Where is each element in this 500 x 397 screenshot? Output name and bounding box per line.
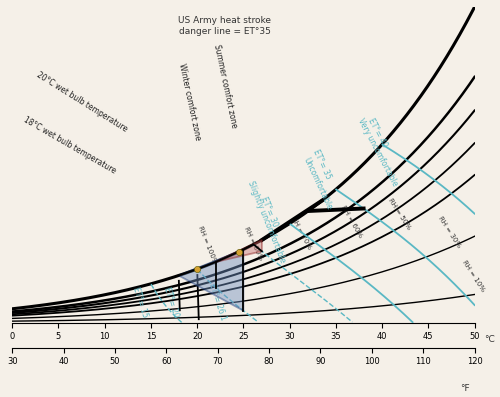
Text: Very uncomfortable: Very uncomfortable <box>356 117 399 187</box>
Text: ET°= 20: ET°= 20 <box>162 285 180 318</box>
Text: 18°C wet bulb temperature: 18°C wet bulb temperature <box>22 116 117 176</box>
Text: RH = 50%: RH = 50% <box>386 197 411 231</box>
Text: Summer comfort zone: Summer comfort zone <box>212 43 238 128</box>
Text: °C: °C <box>484 335 494 344</box>
Text: 20°C wet bulb temperature: 20°C wet bulb temperature <box>36 70 130 133</box>
Text: Uncomfortable: Uncomfortable <box>302 156 334 211</box>
Text: RH = 80%: RH = 80% <box>244 225 264 261</box>
Text: RH = 30%: RH = 30% <box>438 215 462 249</box>
Text: Winter comfort zone: Winter comfort zone <box>177 62 203 141</box>
Text: ET°= 15: ET°= 15 <box>130 285 149 318</box>
Text: US Army heat stroke
danger line = ET°35: US Army heat stroke danger line = ET°35 <box>178 16 272 36</box>
Text: °F: °F <box>460 384 469 393</box>
Text: RH = 10%: RH = 10% <box>460 259 485 293</box>
Text: ET°= 40: ET°= 40 <box>366 117 389 149</box>
Polygon shape <box>178 249 244 311</box>
Polygon shape <box>216 240 262 262</box>
Text: RH = 100%: RH = 100% <box>197 225 218 265</box>
Text: ET°= 26.1: ET°= 26.1 <box>208 282 228 322</box>
Text: RH = 60%: RH = 60% <box>340 204 363 239</box>
Text: RH = 70%: RH = 70% <box>290 216 312 251</box>
Text: ET°= 30: ET°= 30 <box>259 196 280 228</box>
Text: Slightly uncomfortable: Slightly uncomfortable <box>246 179 287 264</box>
Text: ET°= 35: ET°= 35 <box>311 148 333 181</box>
